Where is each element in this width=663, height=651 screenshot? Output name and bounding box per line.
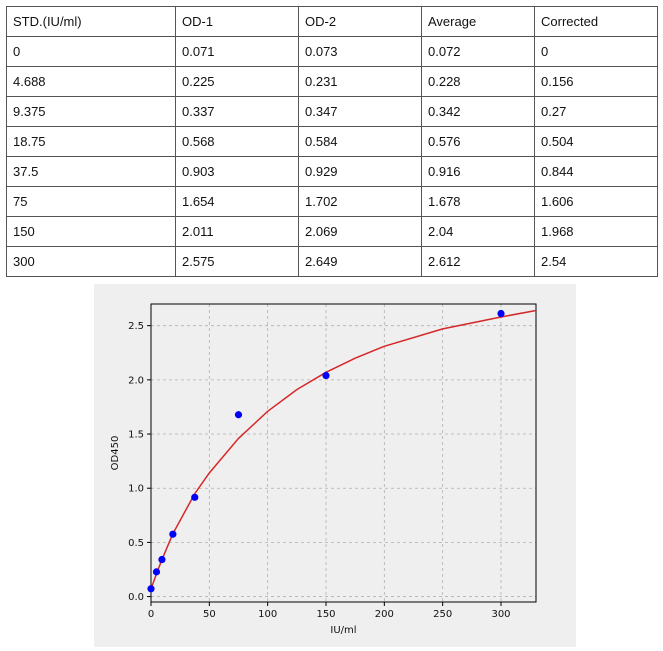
axis-ticks-layer: 0 50 100 150 200 250 300 0.0 0.5 1.0 1.5 2.0 2.5 <box>128 321 510 620</box>
data-point <box>158 555 166 564</box>
standard-curve-svg: 0 50 100 150 200 250 300 0.0 0.5 1.0 1.5 2.0 2.5 IU/… <box>110 303 537 636</box>
x-tick-label: 300 <box>491 609 510 620</box>
data-point <box>152 568 161 576</box>
table-cell: 0.584 <box>298 126 422 157</box>
table-row: 9.375 0.337 0.347 0.342 0.27 <box>6 96 658 127</box>
table-cell: 300 <box>6 246 176 277</box>
table-cell: 9.375 <box>6 96 176 127</box>
table-cell: 0.27 <box>534 96 658 127</box>
standards-table-body: STD.(IU/ml) OD-1 OD-2 Average Corrected 0 0.07… <box>6 6 658 277</box>
y-tick-label: 2.5 <box>128 321 144 332</box>
y-tick-label: 0.5 <box>128 538 144 549</box>
table-cell: 2.069 <box>298 216 422 247</box>
table-cell: 0.156 <box>534 66 658 97</box>
x-tick-label: 200 <box>375 609 394 620</box>
table-cell: 0.844 <box>534 156 658 187</box>
table-cell: 0.347 <box>298 96 422 127</box>
table-cell: 2.011 <box>175 216 299 247</box>
table-row: 150 2.011 2.069 2.04 1.968 <box>6 216 658 247</box>
table-cell: 1.654 <box>175 186 299 217</box>
table-row: 18.75 0.568 0.584 0.576 0.504 <box>6 126 658 157</box>
table-cell: 0.916 <box>421 156 535 187</box>
table-cell: 0.225 <box>175 66 299 97</box>
x-tick-label: 150 <box>316 609 335 620</box>
table-row: 37.5 0.903 0.929 0.916 0.844 <box>6 156 658 187</box>
x-tick-label: 100 <box>258 609 277 620</box>
chart-grid <box>150 304 536 602</box>
column-header: Average <box>421 6 535 37</box>
table-row: 0 0.071 0.073 0.072 0 <box>6 36 658 67</box>
table-cell: 1.702 <box>298 186 422 217</box>
data-point <box>322 371 330 380</box>
data-point <box>234 411 243 419</box>
table-cell: 18.75 <box>6 126 176 157</box>
data-points-layer <box>147 309 505 593</box>
table-cell: 0.337 <box>175 96 299 127</box>
table-cell: 2.04 <box>421 216 535 247</box>
x-axis-label: IU/ml <box>330 625 356 636</box>
standards-table: STD.(IU/ml) OD-1 OD-2 Average Corrected 0 0.07… <box>6 6 658 277</box>
table-cell: 0.576 <box>421 126 535 157</box>
x-tick-label: 250 <box>433 609 452 620</box>
data-point <box>147 585 155 593</box>
table-cell: 1.678 <box>421 186 535 217</box>
table-cell: 37.5 <box>6 156 176 187</box>
y-tick-label: 0.0 <box>128 592 144 603</box>
table-cell: 0 <box>534 36 658 67</box>
table-cell: 0.072 <box>421 36 535 67</box>
plot-area-frame <box>150 303 537 603</box>
x-tick-label: 50 <box>203 609 216 620</box>
column-header: OD-1 <box>175 6 299 37</box>
fit-curve-layer <box>150 309 537 590</box>
table-cell: 0 <box>6 36 176 67</box>
table-cell: 0.342 <box>421 96 535 127</box>
table-cell: 1.968 <box>534 216 658 247</box>
x-tick-label: 0 <box>148 609 154 620</box>
table-cell: 0.929 <box>298 156 422 187</box>
table-cell: 2.649 <box>298 246 422 277</box>
fit-curve-line <box>150 309 537 590</box>
column-header: Corrected <box>534 6 658 37</box>
table-cell: 0.073 <box>298 36 422 67</box>
data-point <box>169 530 177 538</box>
table-row: 75 1.654 1.702 1.678 1.606 <box>6 186 658 217</box>
data-point <box>191 493 199 501</box>
y-tick-label: 1.5 <box>128 430 144 441</box>
table-cell: 75 <box>6 186 176 217</box>
table-row: 4.688 0.225 0.231 0.228 0.156 <box>6 66 658 97</box>
y-tick-label: 2.0 <box>128 375 144 386</box>
table-row: 300 2.575 2.649 2.612 2.54 <box>6 246 658 277</box>
y-tick-label: 1.0 <box>128 484 144 495</box>
table-cell: 0.568 <box>175 126 299 157</box>
column-header: STD.(IU/ml) <box>6 6 176 37</box>
table-cell: 0.231 <box>298 66 422 97</box>
table-cell: 4.688 <box>6 66 176 97</box>
table-header-row: STD.(IU/ml) OD-1 OD-2 Average Corrected <box>6 6 658 37</box>
table-cell: 2.54 <box>534 246 658 277</box>
column-header: OD-2 <box>298 6 422 37</box>
table-cell: 0.228 <box>421 66 535 97</box>
table-cell: 0.071 <box>175 36 299 67</box>
table-cell: 2.575 <box>175 246 299 277</box>
table-cell: 150 <box>6 216 176 247</box>
table-cell: 2.612 <box>421 246 535 277</box>
table-cell: 0.504 <box>534 126 658 157</box>
table-cell: 0.903 <box>175 156 299 187</box>
table-cell: 1.606 <box>534 186 658 217</box>
data-point <box>497 309 505 318</box>
y-axis-label: OD450 <box>110 436 121 471</box>
standard-curve-chart: 0 50 100 150 200 250 300 0.0 0.5 1.0 1.5 2.0 2.5 IU/… <box>94 284 576 647</box>
